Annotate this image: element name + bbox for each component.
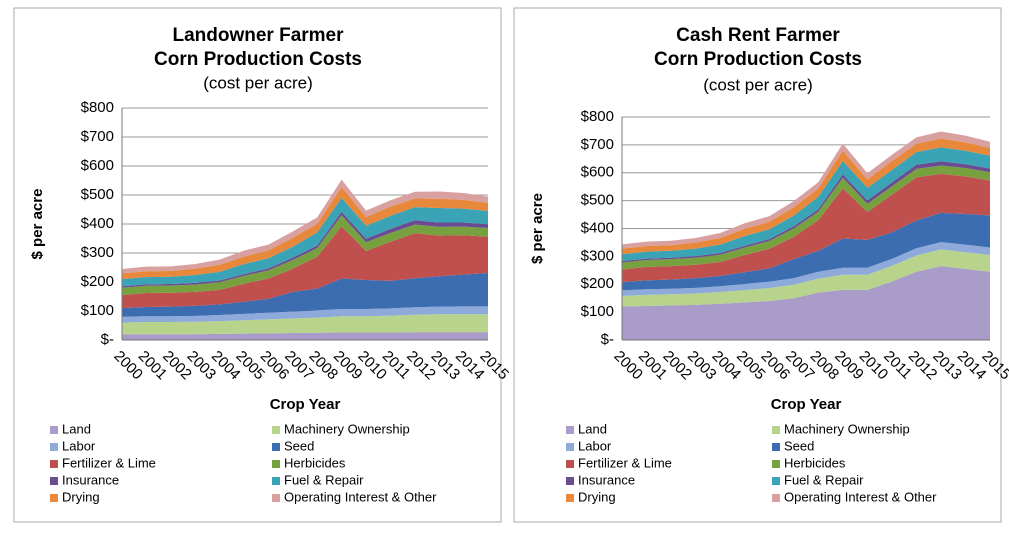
legend-label: Labor bbox=[578, 438, 612, 453]
legend-swatch bbox=[772, 426, 780, 434]
x-axis-label: Crop Year bbox=[771, 396, 842, 413]
panel-border bbox=[13, 7, 502, 523]
legend-label: Operating Interest & Other bbox=[284, 489, 437, 504]
area bbox=[122, 273, 488, 317]
legend-label: Machinery Ownership bbox=[784, 421, 910, 436]
y-tick-label: $800 bbox=[581, 108, 614, 125]
y-tick-label: $600 bbox=[81, 157, 114, 174]
legend-swatch bbox=[50, 477, 58, 485]
area bbox=[122, 211, 488, 288]
chart-title: Corn Production Costs bbox=[654, 49, 862, 70]
legend-swatch bbox=[566, 443, 574, 451]
chart-title: Landowner Farmer bbox=[172, 25, 344, 46]
legend-swatch bbox=[50, 494, 58, 502]
chart-title: Corn Production Costs bbox=[154, 49, 362, 70]
y-tick-label: $700 bbox=[581, 136, 614, 153]
chart-subtitle: (cost per acre) bbox=[203, 73, 313, 92]
y-tick-label: $400 bbox=[581, 219, 614, 236]
legend-swatch bbox=[566, 460, 574, 468]
legend-label: Seed bbox=[284, 438, 314, 453]
y-tick-label: $200 bbox=[581, 275, 614, 292]
area bbox=[122, 306, 488, 323]
y-tick-label: $- bbox=[101, 331, 114, 348]
y-tick-label: $200 bbox=[81, 273, 114, 290]
area bbox=[122, 215, 488, 296]
legend-label: Insurance bbox=[62, 472, 119, 487]
area bbox=[122, 226, 488, 309]
area bbox=[622, 147, 990, 262]
y-axis-label: $ per acre bbox=[29, 189, 46, 260]
y-tick-label: $800 bbox=[81, 99, 114, 116]
legend-label: Fuel & Repair bbox=[284, 472, 364, 487]
legend-label: Land bbox=[62, 421, 91, 436]
area bbox=[122, 186, 488, 280]
legend-swatch bbox=[50, 426, 58, 434]
y-tick-label: $300 bbox=[81, 244, 114, 261]
area bbox=[622, 173, 990, 283]
area bbox=[622, 266, 990, 340]
y-tick-label: $300 bbox=[581, 247, 614, 264]
legend-label: Fertilizer & Lime bbox=[578, 455, 672, 470]
legend-label: Machinery Ownership bbox=[284, 421, 410, 436]
legend-swatch bbox=[566, 426, 574, 434]
legend-swatch bbox=[272, 494, 280, 502]
area bbox=[122, 332, 488, 340]
legend-label: Fuel & Repair bbox=[784, 472, 864, 487]
chart-title: Cash Rent Farmer bbox=[676, 25, 840, 46]
legend-label: Seed bbox=[784, 438, 814, 453]
y-tick-label: $- bbox=[601, 331, 614, 348]
legend-label: Fertilizer & Lime bbox=[62, 455, 156, 470]
legend-swatch bbox=[566, 477, 574, 485]
legend-label: Operating Interest & Other bbox=[784, 489, 937, 504]
legend-swatch bbox=[272, 443, 280, 451]
legend-swatch bbox=[772, 460, 780, 468]
legend-label: Herbicides bbox=[284, 455, 346, 470]
area bbox=[122, 314, 488, 335]
legend-label: Land bbox=[578, 421, 607, 436]
legend-swatch bbox=[772, 443, 780, 451]
y-tick-label: $100 bbox=[81, 302, 114, 319]
legend-swatch bbox=[50, 443, 58, 451]
x-axis-label: Crop Year bbox=[270, 396, 341, 413]
legend-label: Labor bbox=[62, 438, 96, 453]
legend-label: Insurance bbox=[578, 472, 635, 487]
area bbox=[622, 242, 990, 296]
area bbox=[122, 179, 488, 274]
area bbox=[622, 212, 990, 291]
y-axis-label: $ per acre bbox=[529, 193, 546, 264]
legend-label: Drying bbox=[578, 489, 616, 504]
y-tick-label: $600 bbox=[581, 164, 614, 181]
legend-swatch bbox=[272, 477, 280, 485]
legend-swatch bbox=[772, 494, 780, 502]
y-tick-label: $100 bbox=[581, 303, 614, 320]
legend-swatch bbox=[566, 494, 574, 502]
legend-label: Herbicides bbox=[784, 455, 846, 470]
y-tick-label: $500 bbox=[81, 186, 114, 203]
y-tick-label: $400 bbox=[81, 215, 114, 232]
y-tick-label: $700 bbox=[81, 128, 114, 145]
legend-label: Drying bbox=[62, 489, 100, 504]
area bbox=[122, 197, 488, 287]
area bbox=[622, 249, 990, 307]
legend-swatch bbox=[50, 460, 58, 468]
panel-border bbox=[513, 7, 1002, 523]
legend-swatch bbox=[272, 460, 280, 468]
y-tick-label: $500 bbox=[581, 192, 614, 209]
chart-subtitle: (cost per acre) bbox=[703, 75, 813, 94]
legend-swatch bbox=[272, 426, 280, 434]
legend-swatch bbox=[772, 477, 780, 485]
